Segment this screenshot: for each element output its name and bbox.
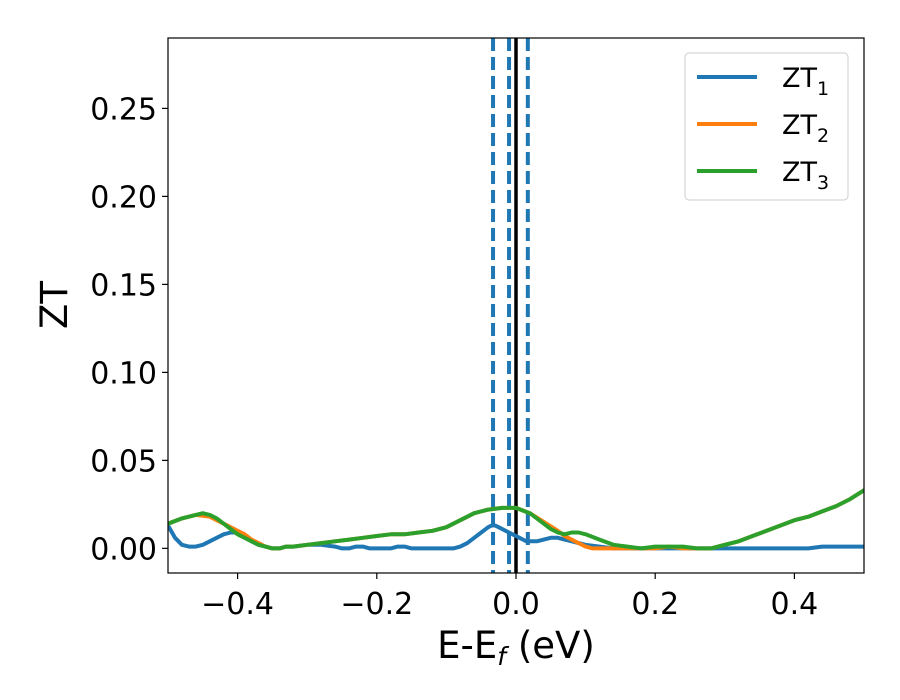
x-tick-label: 0.4: [771, 587, 819, 622]
x-tick-label: −0.2: [340, 587, 413, 622]
x-axis-title-main: E-E: [437, 624, 497, 667]
x-axis-title: E-Ef (eV): [437, 624, 595, 671]
y-tick-label: 0.05: [90, 444, 157, 479]
x-axis: −0.4 −0.2 0.0 0.2 0.4: [201, 573, 818, 622]
x-tick-label: 0.2: [631, 587, 679, 622]
vertical-reference-lines: [491, 38, 530, 573]
y-tick-label: 0.25: [90, 92, 157, 127]
y-tick-label: 0.10: [90, 356, 157, 391]
legend-box: [684, 52, 849, 201]
y-axis-title: ZT: [33, 281, 76, 329]
y-tick-label: 0.20: [90, 180, 157, 215]
series-line-3: [168, 488, 864, 551]
series-layer: [168, 488, 864, 551]
y-axis: 0.00 0.05 0.10 0.15 0.20 0.25: [90, 92, 168, 567]
legend-label-3: ZT3: [782, 157, 829, 194]
y-tick-label: 0.00: [90, 532, 157, 567]
x-tick-label: 0.0: [492, 587, 540, 622]
y-tick-label: 0.15: [90, 268, 157, 303]
legend: ZT1 ZT2 ZT3: [684, 52, 849, 201]
x-axis-title-suffix: (eV): [506, 624, 595, 667]
legend-label-1: ZT1: [782, 63, 829, 100]
legend-label-2: ZT2: [782, 110, 829, 147]
x-tick-label: −0.4: [201, 587, 274, 622]
